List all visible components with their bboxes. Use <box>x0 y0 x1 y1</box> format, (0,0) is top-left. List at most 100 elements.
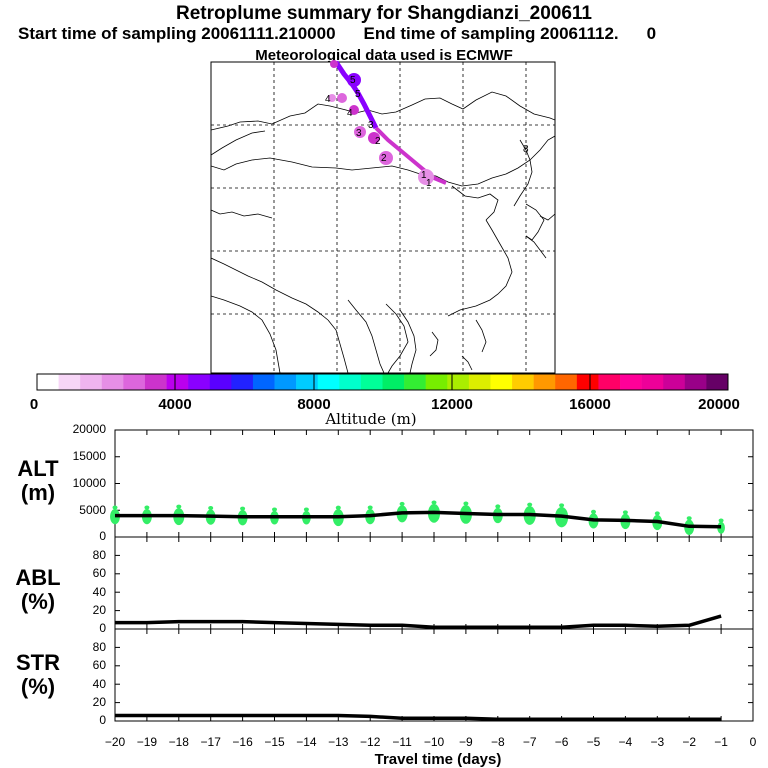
day-label: 4 <box>325 94 331 105</box>
colorbar: 0 4000 8000 12000 16000 20000 Altitude (… <box>30 373 740 428</box>
day-label: 1 <box>421 170 427 181</box>
alt-axis-label: ALT <box>17 456 59 481</box>
x-tick-label: −17 <box>201 735 222 749</box>
abl-y-tick: 20 <box>93 603 107 617</box>
x-axis-label: Travel time (days) <box>375 751 502 768</box>
day-label: 5 <box>350 75 356 86</box>
colorbar-cell <box>620 374 642 390</box>
plume-dot <box>330 60 338 68</box>
colorbar-tick-label: 12000 <box>431 396 473 413</box>
str-y-tick: 80 <box>93 640 107 654</box>
alt-scatter-point <box>591 509 596 514</box>
day-label: 2 <box>375 136 381 147</box>
x-tick-label: −10 <box>424 735 445 749</box>
colorbar-cell <box>382 374 405 390</box>
x-tick-label: −14 <box>296 735 317 749</box>
alt-scatter-point <box>335 505 341 510</box>
colorbar-axis-label: Altitude (m) <box>324 410 416 428</box>
end-time-label: End time of sampling 20061112. <box>363 24 619 43</box>
alt-scatter-point <box>176 504 182 509</box>
colorbar-cells <box>37 374 729 390</box>
abl-y-tick: 80 <box>93 548 107 562</box>
colorbar-cell <box>209 374 232 390</box>
day-label: 2 <box>381 153 387 164</box>
colorbar-cell <box>188 374 211 390</box>
alt-y-tick: 20000 <box>73 422 107 436</box>
colorbar-cell <box>598 374 621 390</box>
colorbar-cell <box>468 374 491 390</box>
x-tick-label: −9 <box>459 735 473 749</box>
colorbar-cell <box>317 374 340 390</box>
x-tick-label: −2 <box>682 735 696 749</box>
alt-scatter-point <box>495 504 501 509</box>
abl-axis-unit: (%) <box>21 589 55 614</box>
x-tick-label: −4 <box>619 735 633 749</box>
colorbar-cell <box>663 374 686 390</box>
alt-y-tick: 10000 <box>73 476 107 490</box>
day-label: 3 <box>356 128 362 139</box>
x-tick-label: −18 <box>169 735 190 749</box>
colorbar-cell <box>144 374 167 390</box>
day-label: 4 <box>347 108 353 119</box>
abl-axis-label: ABL <box>15 565 60 590</box>
plume-dot <box>354 126 366 138</box>
colorbar-cell <box>576 374 599 390</box>
plume-dot <box>347 73 361 87</box>
plume-dot <box>418 169 434 185</box>
x-tick-label: −1 <box>714 735 728 749</box>
colorbar-cell <box>339 374 362 390</box>
str-y-tick: 0 <box>99 713 106 727</box>
colorbar-cell <box>555 374 578 390</box>
str-axis-unit: (%) <box>21 674 55 699</box>
alt-scatter-point <box>431 500 437 505</box>
colorbar-cell <box>706 374 729 390</box>
abl-y-tick: 60 <box>93 566 107 580</box>
colorbar-cell <box>533 374 556 390</box>
axis-ticks <box>114 429 754 722</box>
x-tick-label: −19 <box>137 735 158 749</box>
colorbar-frame <box>36 373 729 391</box>
x-tick-label: −11 <box>392 735 412 749</box>
day-label: 8 <box>523 144 529 155</box>
x-tick-label: −5 <box>587 735 601 749</box>
start-time-label: Start time of sampling 20061111.210000 <box>18 24 336 43</box>
x-tick-label: −6 <box>555 735 569 749</box>
alt-y-tick: 15000 <box>73 449 107 463</box>
colorbar-cell <box>512 374 534 390</box>
day-label: 5 <box>355 89 361 100</box>
alt-scatter-point <box>144 505 150 510</box>
map-gridlines <box>211 62 555 373</box>
alt-y-tick: 0 <box>99 529 106 543</box>
colorbar-tick-label: 0 <box>30 396 38 413</box>
str-series-line <box>115 713 722 721</box>
day-label: 3 <box>368 120 374 131</box>
map-panel: 1 1 2 2 3 3 4 4 5 5 8 <box>210 60 556 374</box>
colorbar-cell <box>447 374 470 390</box>
colorbar-cell <box>641 374 664 390</box>
alt-scatter-point <box>303 507 309 512</box>
colorbar-cell <box>37 374 59 390</box>
met-data-label: Meteorological data used is ECMWF <box>255 47 513 64</box>
x-tick-label: −8 <box>491 735 505 749</box>
plume-dot <box>379 151 393 165</box>
plume-dot <box>368 132 380 144</box>
alt-scatter-point <box>399 501 405 506</box>
x-tick-labels: −20 −19 −18 −17 −16 −15 −14 −13 −12 −11 −10 −9 −8 −7−… <box>105 735 757 749</box>
colorbar-cell <box>123 374 146 390</box>
alt-scatter-point <box>622 510 628 515</box>
series-lines <box>115 510 722 721</box>
colorbar-tick-label: 16000 <box>569 396 611 413</box>
alt-scatter-point <box>718 518 724 523</box>
time-series-panels: 20000 15000 10000 5000 0 80 60 40 20 0 8… <box>15 422 756 768</box>
x-tick-label: −16 <box>232 735 253 749</box>
alt-scatter-point <box>463 501 469 506</box>
colorbar-cell <box>252 374 275 390</box>
x-tick-label: −15 <box>264 735 285 749</box>
colorbar-cell <box>360 374 383 390</box>
plume-dot <box>349 105 359 115</box>
chart-title: Retroplume summary for Shangdianzi_20061… <box>175 3 593 24</box>
alt-y-tick: 5000 <box>79 503 106 517</box>
colorbar-tick-label: 20000 <box>698 396 740 413</box>
sampling-times: Start time of sampling 20061111.210000 En… <box>18 24 656 44</box>
str-panel-frame <box>114 628 754 722</box>
